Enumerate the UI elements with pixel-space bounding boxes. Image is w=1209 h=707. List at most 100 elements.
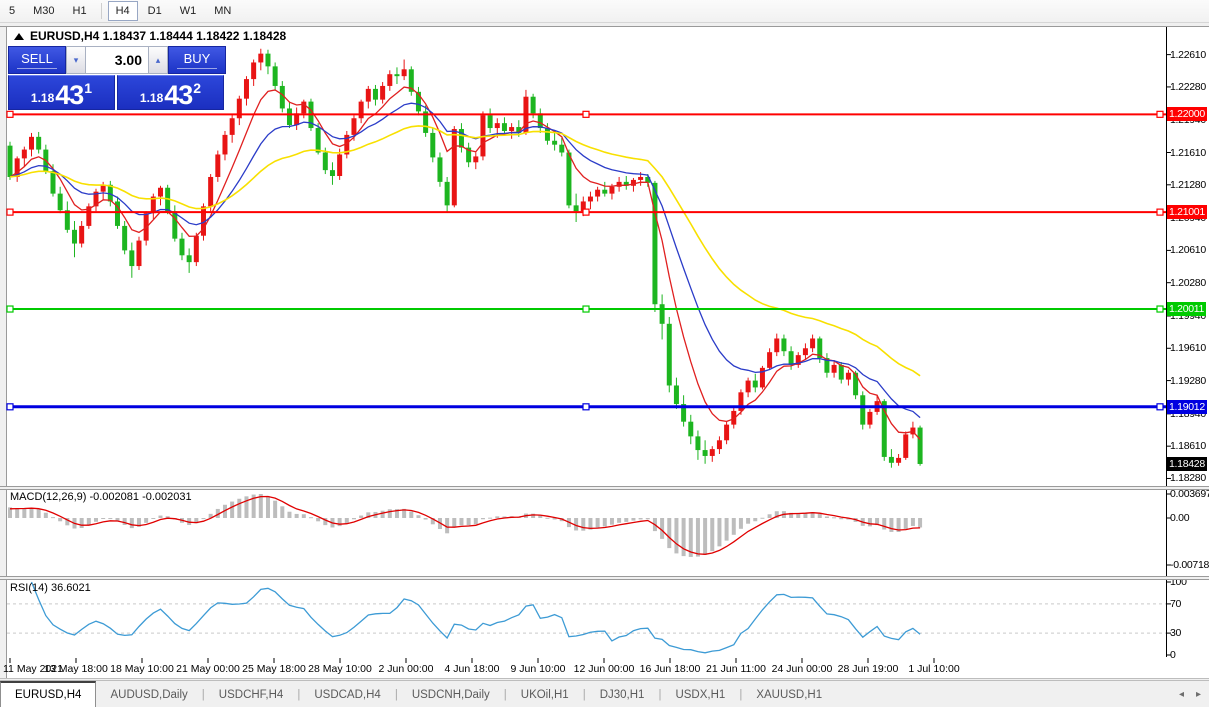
hline-price-label: 1.21001 bbox=[1167, 205, 1207, 220]
sell-price-big-digits: 43 bbox=[55, 80, 84, 110]
time-tick-label: 9 Jun 10:00 bbox=[510, 663, 566, 675]
buy-price-display[interactable]: 1.18 43 2 bbox=[117, 75, 224, 110]
sell-price-display[interactable]: 1.18 43 1 bbox=[8, 75, 115, 110]
hline-price-label: 1.19012 bbox=[1167, 399, 1207, 414]
tab-separator: | bbox=[201, 688, 205, 701]
tab-separator: | bbox=[582, 688, 586, 701]
hline-1.21001[interactable] bbox=[6, 208, 1166, 216]
price-tick-label: 1.18610 bbox=[1170, 440, 1206, 453]
spinner-down-icon: ▾ bbox=[73, 54, 79, 65]
time-tick-label: 13 May 18:00 bbox=[44, 663, 108, 675]
timeframe-toolbar: 5 M30 H1 H4 D1 W1 MN bbox=[0, 0, 1209, 23]
one-click-trade-panel: SELL ▾ ▴ BUY 1.18 43 1 1.18 43 bbox=[8, 46, 226, 110]
volume-increase-button[interactable]: ▴ bbox=[148, 46, 168, 74]
price-tick-label: 1.19610 bbox=[1170, 342, 1206, 355]
timeframe-button-5[interactable]: 5 bbox=[9, 5, 16, 17]
rsi-axis-label: 70 bbox=[1170, 597, 1182, 610]
volume-input[interactable] bbox=[86, 46, 148, 74]
timeframe-button-H4[interactable]: H4 bbox=[107, 1, 138, 21]
time-tick-label: 28 Jun 19:00 bbox=[837, 663, 899, 675]
buy-underline bbox=[176, 68, 218, 69]
price-tick-label: 1.20280 bbox=[1170, 276, 1206, 289]
price-tick-label: 1.22280 bbox=[1170, 80, 1206, 93]
macd-axis-label: -0.007187 bbox=[1170, 559, 1209, 571]
timeframe-button-M30[interactable]: M30 bbox=[33, 5, 55, 17]
toolbar-separator bbox=[100, 3, 102, 19]
buy-button[interactable]: BUY bbox=[168, 46, 226, 74]
symbol-tab-EURUSD[interactable]: EURUSD,H4 bbox=[0, 681, 97, 707]
tab-scroll-right-icon[interactable]: ▸ bbox=[1195, 689, 1201, 700]
current-price-label: 1.18428 bbox=[1167, 456, 1207, 471]
tab-separator: | bbox=[658, 688, 662, 701]
symbol-tab-XAUUSD[interactable]: XAUUSD,H1 bbox=[756, 688, 823, 701]
direction-up-icon bbox=[14, 32, 24, 40]
rsi-line bbox=[30, 581, 921, 654]
ma-mid-line bbox=[9, 102, 921, 419]
hline-1.19012[interactable] bbox=[6, 403, 1166, 411]
hline-price-label: 1.22000 bbox=[1167, 107, 1207, 122]
time-tick-label: 21 May 00:00 bbox=[176, 663, 240, 675]
symbol-tab-AUDUSD[interactable]: AUDUSD,Daily bbox=[110, 688, 188, 701]
ma-slow-line bbox=[9, 125, 921, 377]
sell-underline bbox=[16, 68, 58, 69]
time-tick-label: 28 May 10:00 bbox=[308, 663, 372, 675]
price-tick-label: 1.19280 bbox=[1170, 374, 1206, 387]
symbol-tab-bar: EURUSD,H4 AUDUSD,Daily | USDCHF,H4 | USDCAD,H… bbox=[0, 680, 1209, 707]
symbol-tab-USDCHF[interactable]: USDCHF,H4 bbox=[218, 688, 284, 701]
rsi-axis-label: 0 bbox=[1170, 649, 1176, 661]
volume-decrease-button[interactable]: ▾ bbox=[66, 46, 86, 74]
tab-separator: | bbox=[297, 688, 301, 701]
time-axis bbox=[9, 658, 935, 663]
price-tick-label: 1.22610 bbox=[1170, 48, 1206, 61]
buy-price-big-digits: 43 bbox=[164, 80, 193, 110]
time-tick-label: 11 May 2021 bbox=[3, 663, 63, 675]
pane-splitter-rsi[interactable] bbox=[0, 576, 1209, 580]
timeframe-button-H1[interactable]: H1 bbox=[72, 5, 87, 17]
hline-1.20011[interactable] bbox=[6, 305, 1166, 313]
symbol-tab-USDCAD[interactable]: USDCAD,H4 bbox=[314, 688, 381, 701]
price-tick-label: 1.21280 bbox=[1170, 178, 1206, 191]
sell-price-prefix: 1.18 bbox=[30, 91, 55, 105]
chart-title: EURUSD,H4 1.18437 1.18444 1.18422 1.1842… bbox=[14, 29, 286, 43]
sell-button-label: SELL bbox=[21, 51, 53, 66]
buy-price-pip-digit: 2 bbox=[193, 80, 202, 96]
symbol-tab-UKOil[interactable]: UKOil,H1 bbox=[520, 688, 569, 701]
buy-button-label: BUY bbox=[183, 51, 211, 66]
rsi-axis-label: 30 bbox=[1170, 627, 1182, 640]
tab-scroll-left-icon[interactable]: ◂ bbox=[1178, 689, 1184, 700]
macd-signal-line bbox=[9, 495, 921, 555]
time-tick-label: 16 Jun 18:00 bbox=[639, 663, 701, 675]
timeframe-button-D1[interactable]: D1 bbox=[147, 5, 162, 17]
macd-indicator-label: MACD(12,26,9) -0.002081 -0.002031 bbox=[10, 491, 192, 503]
tab-separator: | bbox=[394, 688, 398, 701]
sell-button[interactable]: SELL bbox=[8, 46, 66, 74]
symbol-tab-USDCNH[interactable]: USDCNH,Daily bbox=[411, 688, 490, 701]
chart-title-text: EURUSD,H4 1.18437 1.18444 1.18422 1.1842… bbox=[30, 29, 287, 43]
time-tick-label: 25 May 18:00 bbox=[242, 663, 306, 675]
time-tick-label: 1 Jul 10:00 bbox=[908, 663, 960, 675]
time-tick-label: 4 Jun 18:00 bbox=[444, 663, 500, 675]
symbol-tab-USDX[interactable]: USDX,H1 bbox=[675, 688, 726, 701]
symbol-tab-DJ30[interactable]: DJ30,H1 bbox=[599, 688, 645, 701]
timeframe-button-MN[interactable]: MN bbox=[214, 5, 232, 17]
rsi-levels bbox=[7, 603, 1166, 634]
hline-1.22000[interactable] bbox=[6, 110, 1166, 118]
buy-price-prefix: 1.18 bbox=[139, 91, 164, 105]
rsi-indicator-label: RSI(14) 36.6021 bbox=[10, 582, 91, 594]
spinner-up-icon: ▴ bbox=[155, 54, 161, 65]
pane-splitter-macd[interactable] bbox=[0, 486, 1209, 490]
time-tick-label: 24 Jun 00:00 bbox=[771, 663, 833, 675]
price-tick-label: 1.20610 bbox=[1170, 244, 1206, 257]
timeframe-button-W1[interactable]: W1 bbox=[179, 5, 197, 17]
tab-separator: | bbox=[739, 688, 743, 701]
price-tick-label: 1.18280 bbox=[1170, 472, 1206, 485]
time-tick-label: 12 Jun 00:00 bbox=[573, 663, 635, 675]
time-tick-label: 2 Jun 00:00 bbox=[378, 663, 434, 675]
tab-scroll-arrows: ◂ ▸ bbox=[1179, 681, 1201, 707]
hline-price-label: 1.20011 bbox=[1167, 302, 1207, 317]
macd-axis-label: 0.00 bbox=[1170, 512, 1190, 524]
time-tick-label: 18 May 10:00 bbox=[110, 663, 174, 675]
price-tick-label: 1.21610 bbox=[1170, 146, 1206, 159]
